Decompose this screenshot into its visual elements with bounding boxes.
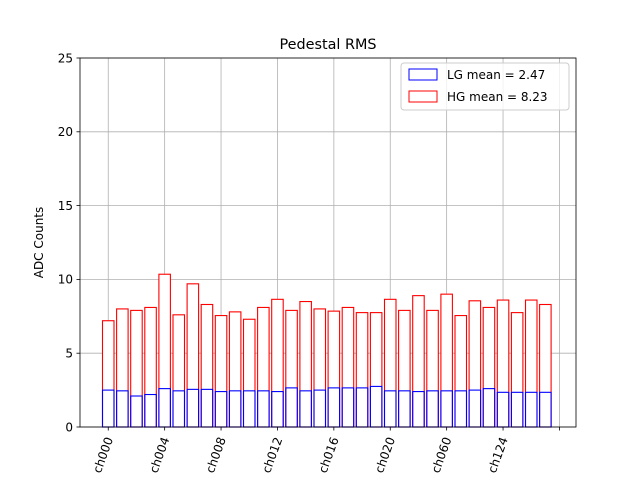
y-tick-label: 5 bbox=[65, 347, 73, 361]
lg-bar bbox=[242, 390, 256, 428]
legend-swatch-lg bbox=[408, 68, 438, 81]
y-tick-label: 0 bbox=[65, 420, 73, 434]
lg-bar bbox=[341, 387, 355, 428]
lg-bar bbox=[313, 389, 327, 428]
lg-bar bbox=[200, 388, 214, 428]
lg-bar bbox=[299, 390, 312, 428]
y-axis: 0 5 10 15 20 25 bbox=[58, 51, 80, 434]
lg-bar bbox=[116, 390, 129, 428]
lg-bar bbox=[369, 385, 383, 428]
lg-bar bbox=[327, 387, 341, 428]
y-tick-label: 10 bbox=[58, 273, 73, 287]
lg-bar bbox=[510, 391, 524, 428]
legend-box bbox=[400, 62, 570, 111]
lg-bar bbox=[355, 387, 369, 428]
plot-frame bbox=[79, 57, 577, 428]
legend-label-hg: HG mean = 8.23 bbox=[447, 90, 548, 104]
lg-bar bbox=[383, 390, 397, 428]
lg-bar bbox=[172, 390, 186, 428]
lg-bar bbox=[440, 390, 453, 428]
lg-bar bbox=[496, 391, 510, 428]
lg-bar bbox=[257, 390, 270, 428]
lg-bar bbox=[398, 390, 411, 428]
lg-bar bbox=[524, 391, 538, 428]
lg-bar bbox=[285, 387, 298, 428]
lg-bar bbox=[454, 390, 468, 428]
y-axis-label: ADC Counts bbox=[32, 207, 46, 279]
lg-bar bbox=[228, 390, 242, 428]
lg-bar bbox=[130, 395, 143, 428]
lg-bar bbox=[482, 388, 496, 428]
chart-title: Pedestal RMS bbox=[279, 37, 376, 53]
lg-bar bbox=[144, 393, 157, 428]
lg-bar bbox=[158, 388, 171, 428]
legend-label-lg: LG mean = 2.47 bbox=[447, 68, 545, 82]
y-tick-label: 25 bbox=[58, 51, 73, 65]
lg-bar bbox=[214, 391, 228, 428]
lg-bar bbox=[539, 391, 552, 428]
legend-swatch-hg bbox=[408, 90, 438, 103]
lg-bar bbox=[186, 388, 200, 428]
y-tick-label: 15 bbox=[58, 199, 73, 213]
y-tick-label: 20 bbox=[58, 125, 73, 139]
lg-bar bbox=[468, 389, 482, 428]
lg-bar bbox=[412, 391, 425, 428]
legend: LG mean = 2.47 HG mean = 8.23 bbox=[400, 62, 570, 111]
lg-bar bbox=[426, 390, 439, 428]
lg-bar bbox=[101, 389, 115, 428]
lg-bar bbox=[271, 391, 284, 428]
